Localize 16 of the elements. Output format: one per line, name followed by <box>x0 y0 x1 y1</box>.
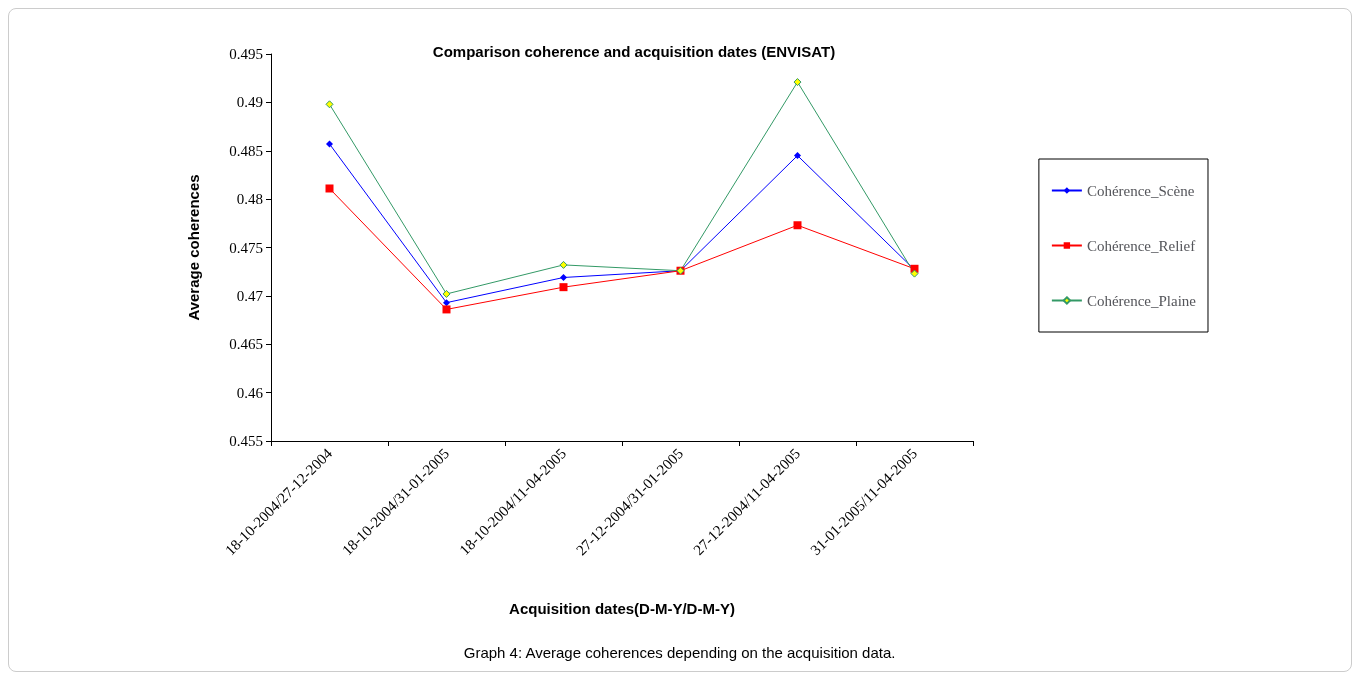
y-tick-label: 0.48 <box>236 191 263 208</box>
y-tick-label: 0.475 <box>229 239 263 256</box>
legend-label: Cohérence_Scène <box>1086 182 1195 199</box>
y-tick-label: 0.455 <box>229 433 263 449</box>
y-tick-label: 0.49 <box>236 94 263 111</box>
x-axis-title: Acquisition dates(D-M-Y/D-M-Y) <box>509 600 735 617</box>
y-tick-label: 0.495 <box>229 46 263 62</box>
y-tick-label: 0.485 <box>229 142 263 159</box>
legend-label: Cohérence_Relief <box>1086 237 1196 254</box>
legend-label: Cohérence_Plaine <box>1086 292 1197 309</box>
caption: Graph 4: Average coherences depending on the acquisition data. <box>463 644 896 661</box>
y-axis-title: Average coherences <box>185 174 202 321</box>
y-tick-label: 0.46 <box>236 384 264 401</box>
y-tick-label: 0.465 <box>229 336 263 353</box>
chart-title: Comparison coherence and acquisition dates (ENVISAT) <box>432 43 836 60</box>
y-tick-label: 0.47 <box>236 287 264 304</box>
